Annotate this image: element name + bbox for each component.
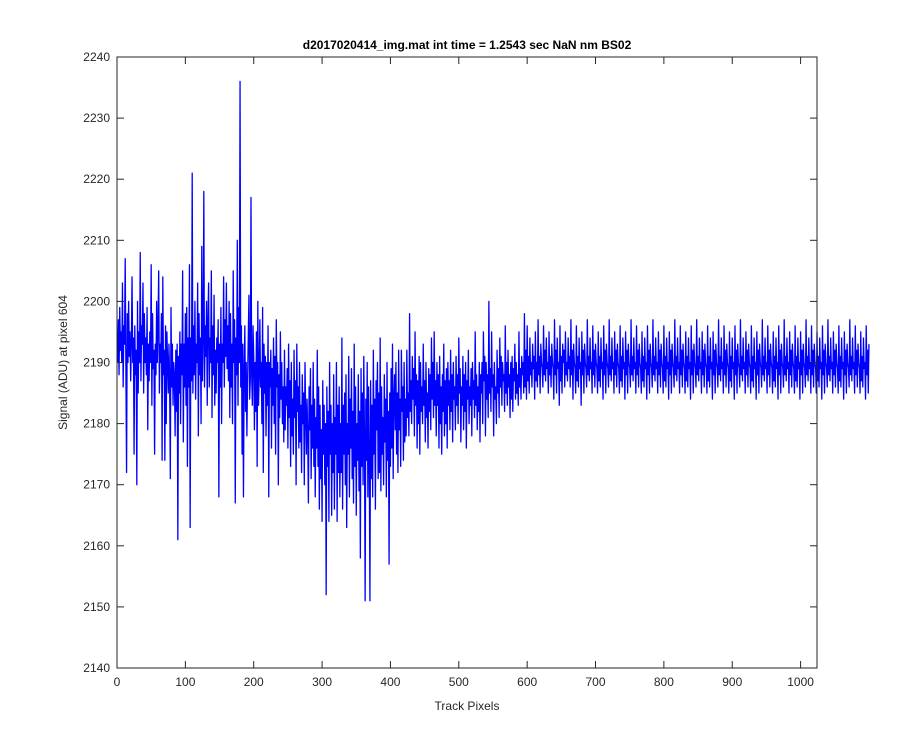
- x-tick-label: 0: [114, 675, 121, 689]
- x-tick-label: 400: [380, 675, 400, 689]
- x-tick-label: 100: [175, 675, 195, 689]
- chart-title: d2017020414_img.mat int time = 1.2543 se…: [303, 38, 632, 52]
- x-axis-label: Track Pixels: [435, 699, 500, 713]
- y-tick-label: 2180: [83, 417, 110, 431]
- x-tick-label: 700: [586, 675, 606, 689]
- series-layer: [117, 80, 870, 602]
- y-axis-label: Signal (ADU) at pixel 604: [56, 295, 70, 430]
- ticks-layer: 0 100 200 300 400 500 600 700 800 900 1000 2140 2150…: [83, 50, 817, 689]
- series-line-0: [117, 80, 870, 602]
- y-tick-label: 2240: [83, 50, 110, 64]
- y-tick-label: 2140: [83, 661, 110, 675]
- y-tick-label: 2150: [83, 600, 110, 614]
- x-tick-label: 600: [517, 675, 537, 689]
- x-tick-label: 300: [312, 675, 332, 689]
- x-tick-label: 800: [654, 675, 674, 689]
- x-tick-label: 200: [244, 675, 264, 689]
- y-tick-label: 2210: [83, 233, 110, 247]
- y-tick-label: 2160: [83, 539, 110, 553]
- y-tick-label: 2220: [83, 172, 110, 186]
- y-tick-label: 2170: [83, 478, 110, 492]
- x-tick-label: 500: [449, 675, 469, 689]
- y-tick-label: 2200: [83, 294, 110, 308]
- x-tick-label: 900: [722, 675, 742, 689]
- x-tick-label: 1000: [787, 675, 814, 689]
- y-tick-label: 2190: [83, 356, 110, 370]
- y-tick-label: 2230: [83, 111, 110, 125]
